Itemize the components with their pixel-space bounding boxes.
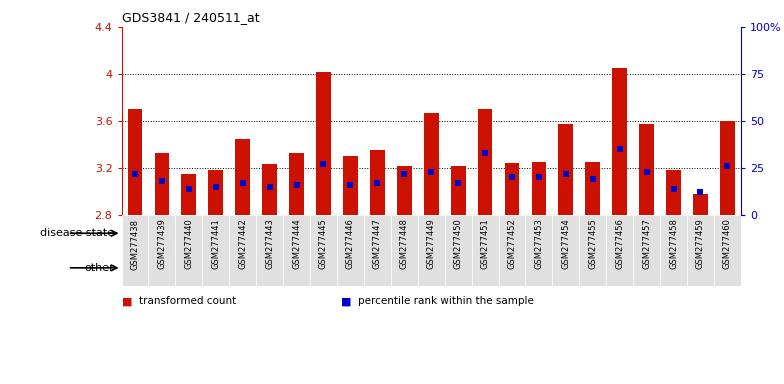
Text: Obese: Obese xyxy=(334,263,367,273)
Text: percentile rank within the sample: percentile rank within the sample xyxy=(358,296,534,306)
Text: GSM277446: GSM277446 xyxy=(346,218,355,270)
Text: GSM277454: GSM277454 xyxy=(561,218,570,269)
Text: GDS3841 / 240511_at: GDS3841 / 240511_at xyxy=(122,11,260,24)
Text: GSM277447: GSM277447 xyxy=(373,218,382,270)
Text: GSM277440: GSM277440 xyxy=(184,218,194,269)
Text: ■: ■ xyxy=(122,296,132,306)
Bar xyxy=(370,151,385,215)
Bar xyxy=(472,215,499,286)
Bar xyxy=(128,109,143,215)
Text: GSM277441: GSM277441 xyxy=(211,218,220,269)
Bar xyxy=(606,215,633,286)
Bar xyxy=(122,252,283,284)
Bar xyxy=(202,215,229,286)
Bar xyxy=(343,156,358,215)
Bar xyxy=(424,113,438,215)
Text: GSM277456: GSM277456 xyxy=(615,218,624,270)
Bar xyxy=(262,164,277,215)
Text: GSM277455: GSM277455 xyxy=(588,218,597,269)
Bar xyxy=(505,163,519,215)
Bar xyxy=(148,215,176,286)
Bar xyxy=(586,162,601,215)
Bar xyxy=(283,215,310,286)
Text: Lean: Lean xyxy=(190,263,215,273)
Bar xyxy=(418,217,741,250)
Bar xyxy=(364,215,390,286)
Bar xyxy=(532,162,546,215)
Bar xyxy=(154,153,169,215)
Text: Polycystic ovary syndrome: Polycystic ovary syndrome xyxy=(510,228,649,238)
Bar xyxy=(390,215,418,286)
Text: other: other xyxy=(84,263,114,273)
Text: GSM277438: GSM277438 xyxy=(130,218,140,270)
Bar xyxy=(337,215,364,286)
Bar xyxy=(666,170,681,215)
Bar xyxy=(445,215,472,286)
Bar xyxy=(289,153,304,215)
Bar xyxy=(176,215,202,286)
Bar xyxy=(525,252,741,284)
Text: GSM277448: GSM277448 xyxy=(400,218,408,270)
Text: GSM277460: GSM277460 xyxy=(723,218,732,270)
Text: GSM277451: GSM277451 xyxy=(481,218,489,269)
Bar xyxy=(235,139,250,215)
Bar xyxy=(316,71,331,215)
Text: GSM277445: GSM277445 xyxy=(319,218,328,269)
Bar xyxy=(558,124,573,215)
Bar xyxy=(418,252,525,284)
Bar xyxy=(553,215,579,286)
Bar xyxy=(720,121,735,215)
Text: GSM277459: GSM277459 xyxy=(696,218,705,269)
Text: GSM277439: GSM277439 xyxy=(158,218,166,270)
Bar xyxy=(283,252,418,284)
Bar xyxy=(660,215,687,286)
Text: Obese: Obese xyxy=(616,263,650,273)
Bar xyxy=(397,166,412,215)
Text: disease state: disease state xyxy=(39,228,114,238)
Bar xyxy=(209,170,223,215)
Text: GSM277449: GSM277449 xyxy=(426,218,436,269)
Text: GSM277457: GSM277457 xyxy=(642,218,652,270)
Bar xyxy=(418,215,445,286)
Bar xyxy=(693,194,708,215)
Bar xyxy=(181,174,196,215)
Text: GSM277458: GSM277458 xyxy=(669,218,678,270)
Text: GSM277450: GSM277450 xyxy=(454,218,463,269)
Bar xyxy=(122,215,148,286)
Text: ■: ■ xyxy=(341,296,351,306)
Bar xyxy=(714,215,741,286)
Bar xyxy=(256,215,283,286)
Bar xyxy=(633,215,660,286)
Bar xyxy=(229,215,256,286)
Bar xyxy=(122,217,418,250)
Bar xyxy=(451,166,466,215)
Text: Lean: Lean xyxy=(459,263,484,273)
Text: Control, non-polycystic ovary syndrome: Control, non-polycystic ovary syndrome xyxy=(165,228,374,238)
Bar xyxy=(499,215,525,286)
Bar xyxy=(310,215,337,286)
Text: GSM277453: GSM277453 xyxy=(535,218,543,270)
Text: GSM277443: GSM277443 xyxy=(265,218,274,270)
Bar xyxy=(687,215,714,286)
Bar xyxy=(612,68,627,215)
Text: transformed count: transformed count xyxy=(139,296,236,306)
Text: GSM277452: GSM277452 xyxy=(507,218,517,269)
Bar xyxy=(525,215,553,286)
Bar xyxy=(639,124,654,215)
Text: GSM277442: GSM277442 xyxy=(238,218,247,269)
Text: GSM277444: GSM277444 xyxy=(292,218,301,269)
Bar xyxy=(579,215,606,286)
Bar xyxy=(477,109,492,215)
